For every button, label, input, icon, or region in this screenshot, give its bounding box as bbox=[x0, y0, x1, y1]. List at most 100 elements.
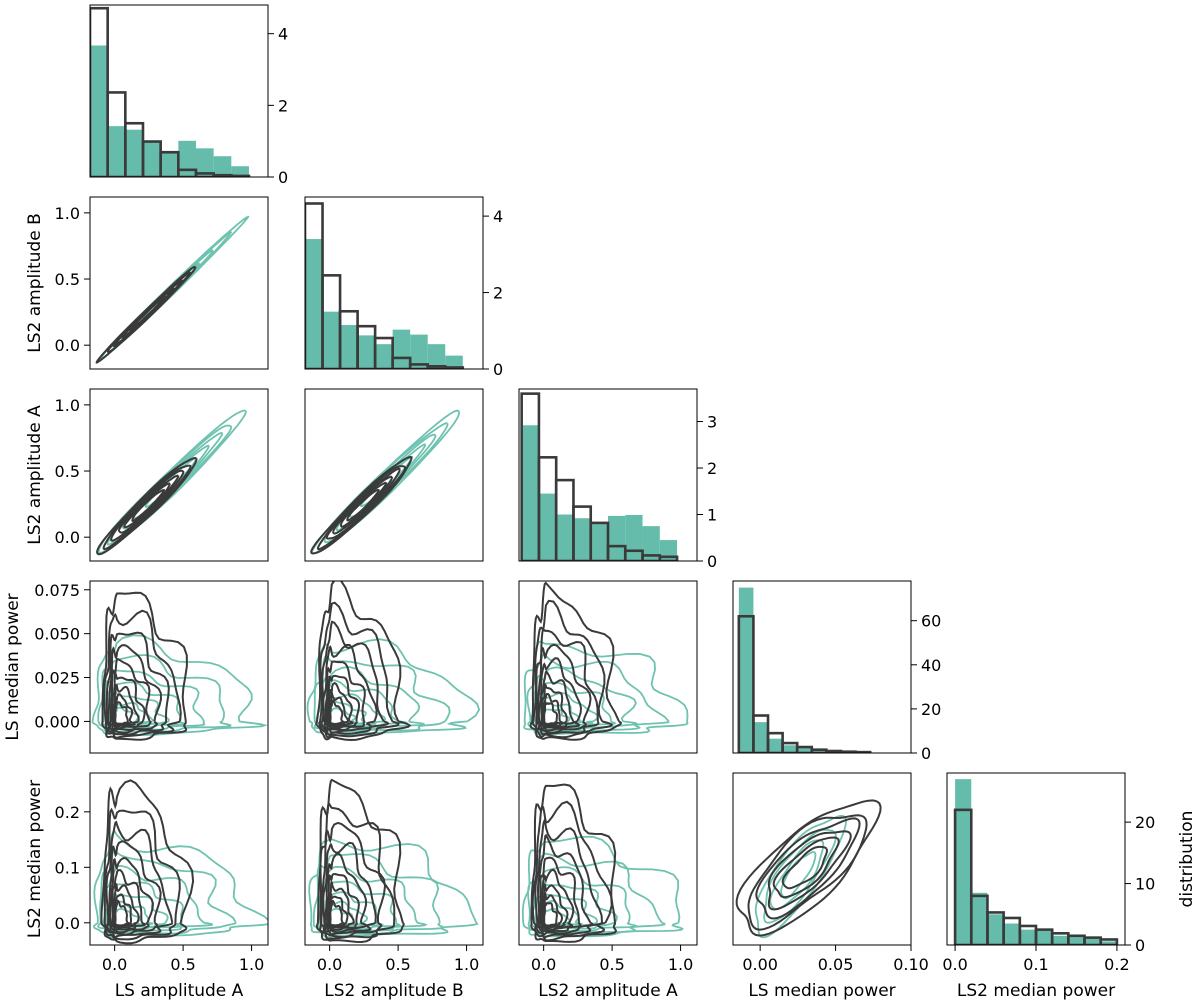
tick-label: 10 bbox=[1135, 875, 1155, 894]
density-contour bbox=[323, 422, 449, 544]
density-contour bbox=[103, 609, 182, 739]
density-contour bbox=[97, 409, 247, 554]
density-contour bbox=[537, 657, 583, 732]
hist-bar-filled bbox=[427, 344, 446, 369]
density-contour bbox=[316, 465, 407, 551]
density-contour bbox=[529, 581, 623, 741]
density-contour bbox=[103, 807, 181, 941]
density-contour bbox=[540, 670, 576, 730]
density-contour bbox=[325, 674, 361, 730]
hist-bar-outline bbox=[658, 555, 679, 561]
density-contour bbox=[306, 638, 481, 737]
hist-bar-filled bbox=[768, 738, 783, 753]
histogram-3 bbox=[737, 587, 872, 753]
hist-bar-filled bbox=[797, 748, 812, 753]
hist-bar-filled bbox=[340, 325, 358, 369]
density-contour bbox=[322, 644, 378, 734]
density-contour bbox=[541, 882, 569, 930]
hist-bar-filled bbox=[160, 150, 179, 177]
tick-label: 0 bbox=[1135, 936, 1145, 955]
density-contour bbox=[100, 779, 195, 945]
hist-bar-outline bbox=[589, 521, 610, 561]
histogram-frame bbox=[89, 4, 269, 178]
contour-panel-4-2 bbox=[521, 783, 684, 943]
hist-bar-filled bbox=[445, 355, 463, 369]
x-axis-label: LS median power bbox=[748, 981, 895, 1000]
hist-bar-filled bbox=[625, 514, 643, 561]
tick-label: 0 bbox=[707, 552, 717, 571]
hist-bar-filled bbox=[90, 45, 108, 177]
hist-bar-filled bbox=[971, 892, 988, 945]
tick-label: 0.2 bbox=[1104, 955, 1129, 974]
tick-label: 2 bbox=[493, 284, 503, 303]
tick-label: 1.0 bbox=[668, 955, 693, 974]
density-contour bbox=[541, 682, 568, 728]
distribution-label: distribution bbox=[1177, 811, 1197, 908]
hist-bar-filled bbox=[1019, 929, 1036, 945]
panel-frame bbox=[732, 772, 912, 946]
density-contour bbox=[536, 834, 594, 936]
histogram-4 bbox=[953, 779, 1119, 945]
density-contour bbox=[102, 464, 192, 551]
density-contour bbox=[543, 901, 558, 927]
hist-bar-outline bbox=[373, 336, 394, 369]
tick-label: 2 bbox=[707, 459, 717, 478]
density-contour bbox=[335, 433, 437, 532]
tick-label: 0.05 bbox=[818, 955, 854, 974]
density-contour bbox=[308, 838, 479, 938]
histogram-1 bbox=[305, 202, 465, 369]
tick-label: 0.075 bbox=[34, 581, 80, 600]
density-contour bbox=[101, 864, 214, 933]
hist-bar-filled bbox=[213, 156, 232, 177]
tick-label: 0.025 bbox=[34, 669, 80, 688]
hist-bar-filled bbox=[392, 329, 411, 369]
density-contour bbox=[108, 856, 154, 934]
tick-label: 60 bbox=[921, 612, 941, 631]
density-contour bbox=[767, 830, 852, 911]
contour-panel-3-0 bbox=[91, 591, 268, 741]
panel-frame bbox=[89, 772, 269, 946]
hist-bar-filled bbox=[195, 148, 214, 177]
contour-panel-3-1 bbox=[306, 581, 481, 742]
y-axis-label: LS2 amplitude A bbox=[25, 405, 45, 545]
hist-bar-filled bbox=[178, 140, 196, 177]
density-contour bbox=[312, 853, 445, 935]
density-contour bbox=[340, 481, 388, 528]
tick-label: 1 bbox=[707, 506, 717, 525]
contour-panel-4-3 bbox=[735, 799, 882, 939]
hist-bar-filled bbox=[521, 425, 539, 561]
density-contour bbox=[106, 424, 233, 546]
tick-label: 3 bbox=[707, 413, 717, 432]
density-contour bbox=[319, 802, 396, 940]
contour-panel-2-0 bbox=[96, 409, 247, 556]
tick-label: 0 bbox=[921, 744, 931, 763]
hist-bar-filled bbox=[1068, 937, 1085, 945]
density-contour bbox=[95, 265, 197, 364]
density-contour bbox=[530, 783, 618, 943]
histogram-frame bbox=[304, 196, 484, 370]
density-contour bbox=[117, 474, 180, 534]
tick-label: 40 bbox=[921, 656, 941, 675]
density-contour bbox=[328, 692, 350, 727]
hist-bar-filled bbox=[322, 311, 341, 369]
y-axis-label: LS2 amplitude B bbox=[25, 213, 45, 352]
histogram-0 bbox=[90, 6, 251, 177]
x-axis-label: LS amplitude A bbox=[115, 981, 244, 1000]
density-contour bbox=[735, 799, 882, 937]
hist-bar-filled bbox=[1003, 923, 1020, 945]
hist-bar-outline bbox=[230, 174, 251, 177]
density-contour bbox=[105, 881, 184, 931]
panel-frame bbox=[304, 772, 484, 946]
tick-label: 1.0 bbox=[55, 396, 80, 415]
tick-label: 0.0 bbox=[531, 955, 556, 974]
tick-label: 0.1 bbox=[1023, 955, 1048, 974]
hist-bar-filled bbox=[305, 239, 323, 369]
density-contour bbox=[755, 817, 861, 920]
density-contour bbox=[92, 830, 268, 939]
density-contour bbox=[324, 660, 366, 731]
density-contour bbox=[772, 836, 840, 899]
tick-label: 0.0 bbox=[317, 955, 342, 974]
panel-frame bbox=[518, 772, 698, 946]
tick-label: 0.2 bbox=[55, 803, 80, 822]
